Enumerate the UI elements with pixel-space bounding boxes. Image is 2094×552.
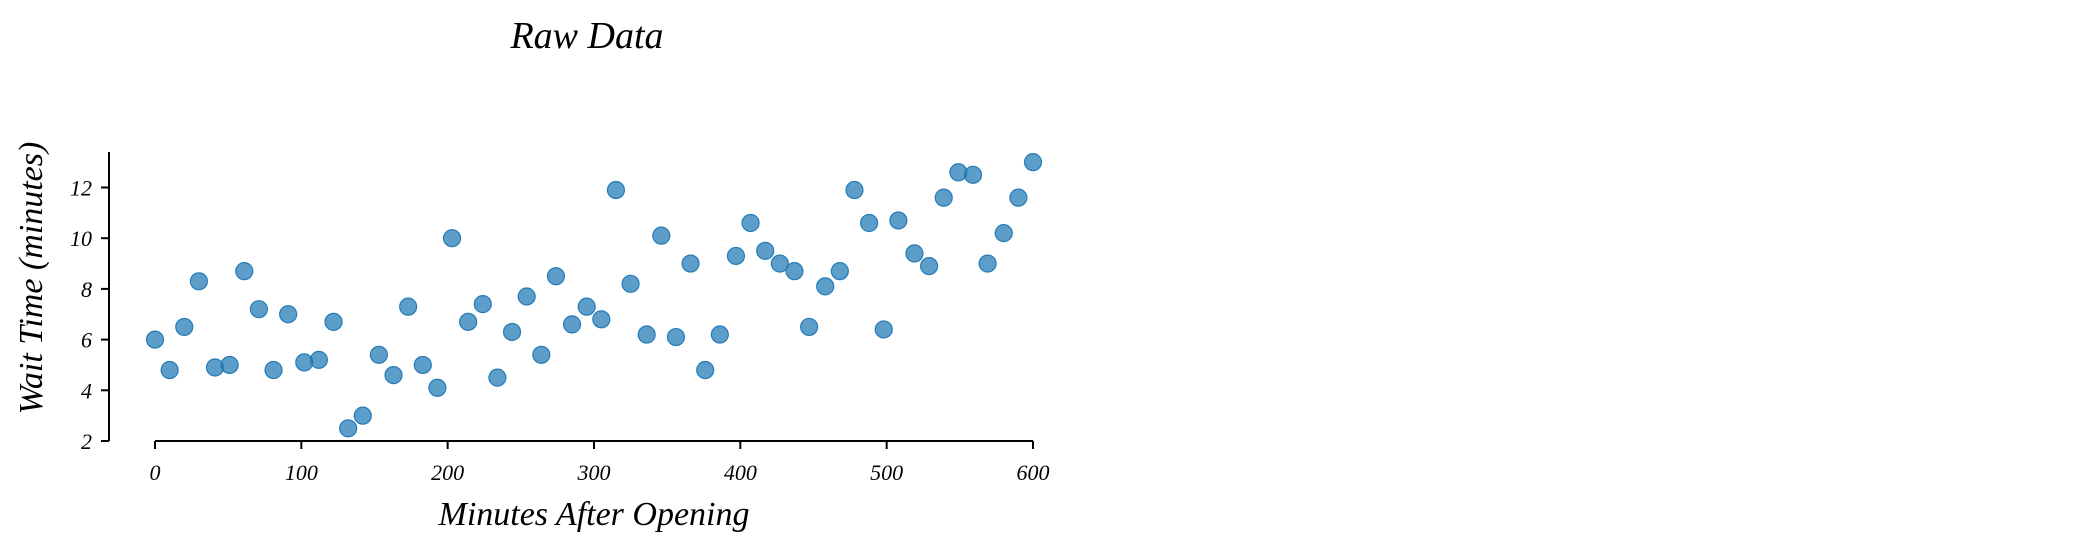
scatter-point <box>845 180 864 200</box>
scatter-point <box>816 277 835 296</box>
scatter-point <box>442 229 462 248</box>
scatter-point <box>399 297 418 316</box>
scatter-point <box>652 226 671 245</box>
y-tick-label: 12 <box>70 175 92 200</box>
scatter-point <box>770 254 789 273</box>
scatter-point <box>637 325 656 344</box>
scatter-point <box>517 287 536 306</box>
x-axis-label: Minutes After Opening <box>438 496 750 533</box>
scatter-point <box>145 330 165 349</box>
scatter-point <box>428 378 447 397</box>
y-tick-label: 4 <box>81 378 92 403</box>
scatter-point <box>934 188 953 207</box>
y-axis-label: Wait Time (minutes) <box>13 142 50 415</box>
x-tick-label: 100 <box>285 460 318 485</box>
scatter-point <box>235 262 254 281</box>
x-tick-label: 200 <box>431 460 464 485</box>
chart-title: Raw Data <box>509 15 663 57</box>
scatter-point <box>994 224 1013 243</box>
scatter-point <box>741 213 760 233</box>
x-tick-label: 300 <box>577 460 611 485</box>
scatter-point <box>369 345 388 364</box>
axis-ticks: 0 100 200 300 400 500 600 2 4 6 8 10 12 <box>70 175 1050 485</box>
y-tick-label: 10 <box>70 226 92 251</box>
y-tick-label: 8 <box>81 277 92 302</box>
scatter-point <box>920 256 939 276</box>
scatter-point <box>353 406 372 425</box>
scatter-point <box>830 262 849 281</box>
scatter-point <box>249 300 268 319</box>
scatter-point <box>963 165 983 184</box>
scatter-point <box>606 180 626 200</box>
scatter-point <box>592 310 611 329</box>
scatter-point <box>860 213 879 233</box>
scatter-point <box>562 315 582 334</box>
scatter-point <box>532 345 551 364</box>
y-tick-label: 2 <box>81 429 92 454</box>
scatter-point <box>309 350 328 369</box>
scatter-point <box>800 317 819 337</box>
scatter-point <box>189 272 208 291</box>
scatter-point <box>488 368 507 387</box>
scatter-point <box>666 327 686 347</box>
scatter-point <box>160 360 179 380</box>
x-tick-label: 600 <box>1017 460 1050 485</box>
scatter-point <box>1023 153 1043 172</box>
x-tick-label: 400 <box>724 460 757 485</box>
scatter-point <box>502 322 522 342</box>
plot-area: 0 100 200 300 400 500 600 2 4 6 8 10 12 <box>70 152 1050 485</box>
scatter-point <box>384 365 403 385</box>
scatter-point <box>621 274 640 293</box>
scatter-point <box>459 312 478 331</box>
scatter-point <box>978 254 997 273</box>
scatter-point <box>175 317 194 337</box>
scatter-point <box>413 355 432 375</box>
scatter-point <box>339 419 358 438</box>
scatter-point <box>324 312 343 331</box>
scatter-point <box>726 246 746 266</box>
scatter-point <box>264 360 283 380</box>
scatter-point <box>785 262 804 281</box>
scatter-point <box>756 241 775 260</box>
scatter-point <box>681 254 700 273</box>
scatter-point <box>1009 188 1028 207</box>
scatter-point <box>473 295 492 314</box>
scatter-point <box>696 360 715 380</box>
scatter-point <box>889 211 908 230</box>
x-tick-label: 500 <box>870 460 903 485</box>
data-points <box>145 153 1043 438</box>
y-tick-label: 6 <box>81 328 92 353</box>
scatter-point <box>874 320 893 339</box>
scatter-point <box>577 297 596 316</box>
scatter-point <box>546 267 566 286</box>
scatter-point <box>710 325 729 344</box>
scatter-point <box>279 305 298 324</box>
x-tick-label: 0 <box>150 460 161 485</box>
scatter-point <box>220 355 239 375</box>
scatter-point <box>905 244 924 263</box>
